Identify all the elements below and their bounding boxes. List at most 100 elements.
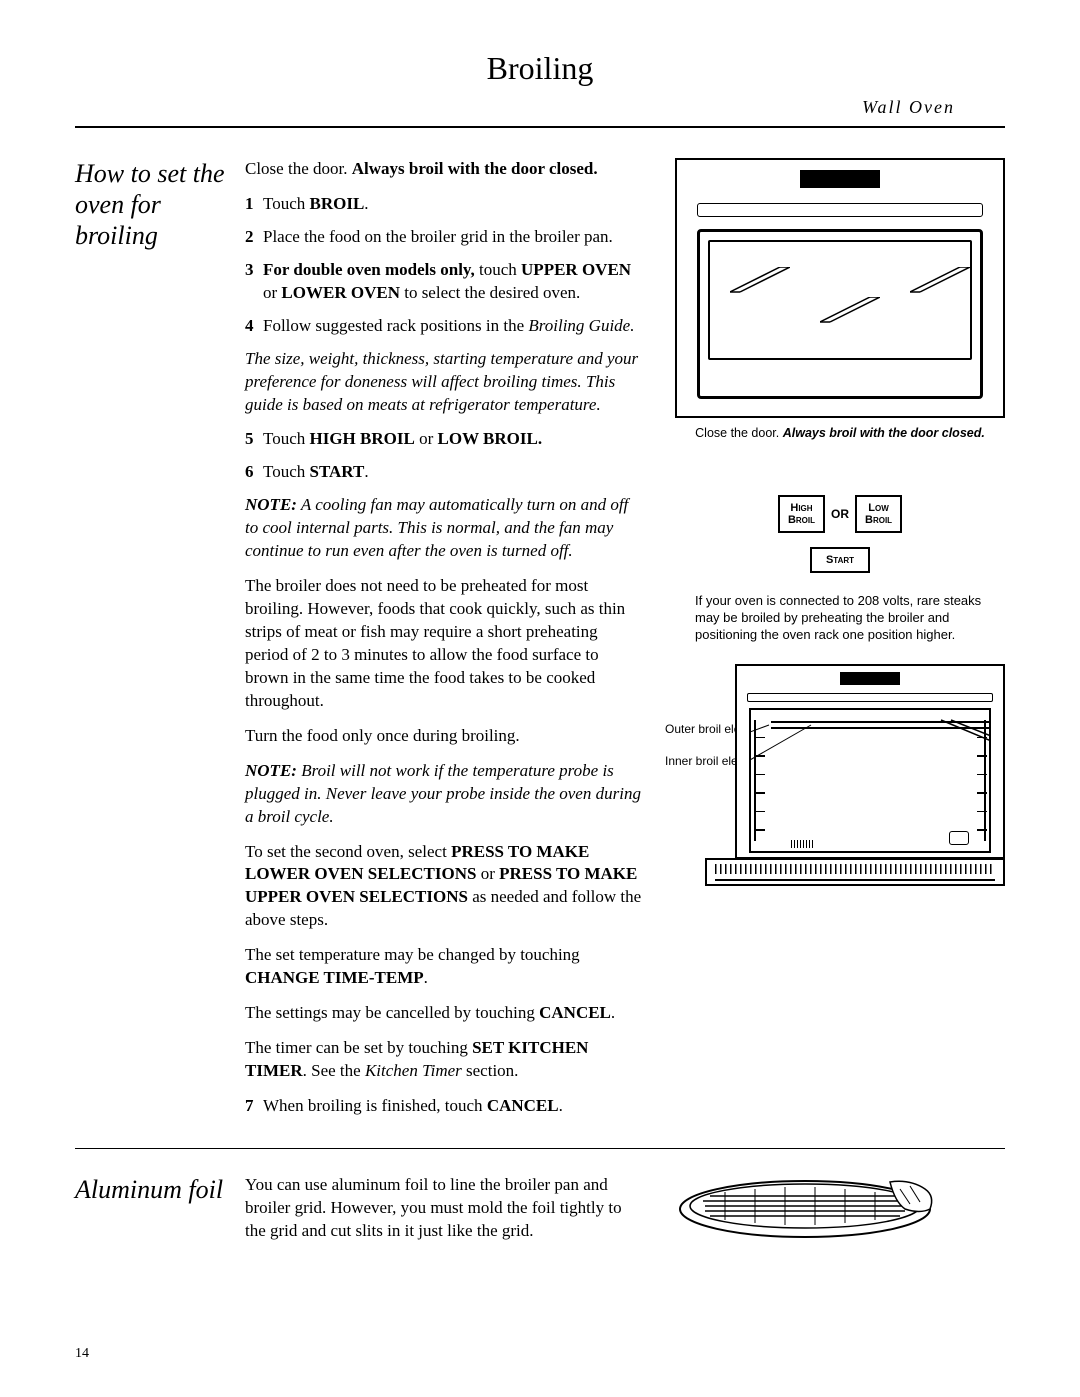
t: touch [475,260,521,279]
t: NOTE: [245,495,297,514]
t: to select the desired oven. [400,283,580,302]
t: . [424,968,428,987]
t: NOTE: [245,761,297,780]
low-broil-button-icon: LowBroil [855,495,902,533]
t: START [310,462,365,481]
t: The set temperature may be changed by to… [245,945,580,964]
para-cancel: The settings may be cancelled by touchin… [245,1002,645,1025]
step-5: 5 Touch HIGH BROIL or LOW BROIL. [245,428,645,451]
rule-top [75,126,1005,128]
step-num: 3 [245,259,263,305]
step-1: 1 Touch BROIL. [245,193,645,216]
oven-cavity-icon [749,708,991,853]
para-turn: Turn the food only once during broiling. [245,725,645,748]
step-text: When broiling is finished, touch CANCEL. [263,1095,645,1118]
t: To set the second oven, select [245,842,451,861]
step-4: 4 Follow suggested rack positions in the… [245,315,645,338]
vent-icon [791,835,831,843]
step-num: 5 [245,428,263,451]
oven-body-icon [735,664,1005,859]
caption-bold: Always broil with the door closed. [783,426,985,440]
oven-closed-illustration [675,158,1005,418]
para-change-temp: The set temperature may be changed by to… [245,944,645,990]
caption-text: Close the door. [695,426,783,440]
broiler-pan-icon [675,1174,955,1244]
t: Broil [865,514,892,526]
para-timer: The timer can be set by touching SET KIT… [245,1037,645,1083]
t: Follow suggested rack positions in the [263,316,528,335]
step-6: 6 Touch START. [245,461,645,484]
t: . See the [303,1061,365,1080]
section-heading: How to set the oven for broiling [75,158,245,1128]
controls-illustration: HighBroil OR LowBroil Start [675,495,1005,573]
t: Broiling Guide. [528,316,634,335]
oven-display-icon [840,672,900,685]
t: Touch [263,462,310,481]
step-text: Place the food on the broiler grid in th… [263,226,645,249]
section-aluminum-foil: Aluminum foil You can use aluminum foil … [75,1174,1005,1255]
para-second-oven: To set the second oven, select PRESS TO … [245,841,645,933]
high-broil-button-icon: HighBroil [778,495,825,533]
rule-mid [75,1148,1005,1149]
t: High [790,502,812,514]
broil-element-icon [751,710,989,851]
rack-lines-icon [710,267,970,297]
step-num: 1 [245,193,263,216]
t: or [415,429,438,448]
t: Broil will not work if the temperature p… [245,761,641,826]
t: A cooling fan may automatically turn on … [245,495,628,560]
step-num: 7 [245,1095,263,1118]
oven-door-icon [697,229,983,399]
oven-open-illustration: Outer broil element Inner broil element [675,664,1005,886]
t: LOWER OVEN [281,283,400,302]
t: or [263,283,281,302]
t: The timer can be set by touching [245,1038,472,1057]
t: BROIL [310,194,365,213]
oven-handle-icon [697,203,983,217]
figure-column: Close the door. Always broil with the do… [645,158,1005,1128]
step-7: 7 When broiling is finished, touch CANCE… [245,1095,645,1118]
t: Broil [788,514,815,526]
t: . [559,1096,563,1115]
note-size: The size, weight, thickness, starting te… [245,348,645,417]
t: Low [868,502,889,514]
step-text: Touch HIGH BROIL or LOW BROIL. [263,428,645,451]
figure-column [645,1174,1005,1255]
subtitle: Wall Oven [75,97,1005,118]
start-button-icon: Start [810,547,870,573]
foil-text: You can use aluminum foil to line the br… [245,1174,645,1243]
page-title: Broiling [75,50,1005,87]
oven-window-icon [708,240,972,360]
t: UPPER OVEN [521,260,631,279]
step-num: 2 [245,226,263,249]
voltage-note: If your oven is connected to 208 volts, … [675,593,1005,644]
t: or [476,864,499,883]
step-2: 2 Place the food on the broiler grid in … [245,226,645,249]
door-hatch-icon [715,864,995,874]
step-text: Touch BROIL. [263,193,645,216]
control-knob-icon [949,831,969,845]
note-fan: NOTE: A cooling fan may automatically tu… [245,494,645,563]
step-num: 4 [245,315,263,338]
t: CANCEL [487,1096,559,1115]
oven-display-icon [800,170,880,188]
rack-lines-icon [710,297,970,327]
section-body: Close the door. Always broil with the do… [245,158,645,1128]
step-text: Follow suggested rack positions in the B… [263,315,645,338]
t: . [364,462,368,481]
t: . [364,194,368,213]
step-text: Touch START. [263,461,645,484]
oven-door-open-icon [705,858,1005,886]
t: Kitchen Timer [365,1061,462,1080]
t: When broiling is finished, touch [263,1096,487,1115]
door-base-icon [715,879,995,881]
note-probe: NOTE: Broil will not work if the tempera… [245,760,645,829]
t: HIGH BROIL [310,429,415,448]
t: CANCEL [539,1003,611,1022]
button-row: HighBroil OR LowBroil [675,495,1005,533]
page-number: 14 [75,1346,89,1362]
t: Touch [263,194,310,213]
t: Touch [263,429,310,448]
oven-handle-icon [747,693,993,702]
oven-closed-caption: Close the door. Always broil with the do… [675,426,1005,440]
